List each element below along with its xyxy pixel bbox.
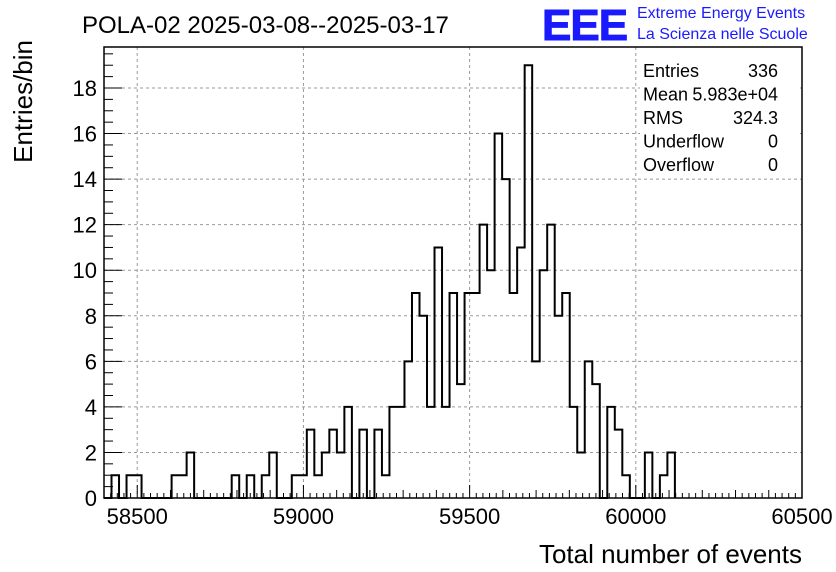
- stats-value: 5.983e+04: [692, 85, 778, 105]
- y-tick-label: 10: [73, 258, 97, 283]
- y-tick-label: 14: [73, 167, 97, 192]
- stats-value: 0: [768, 132, 778, 152]
- stats-label: Overflow: [643, 155, 715, 175]
- x-tick-label: 60500: [771, 504, 832, 529]
- histogram-outline: [104, 64, 676, 499]
- y-tick-label: 16: [73, 122, 97, 147]
- x-tick-label: 58500: [107, 504, 168, 529]
- x-tick-label: 59500: [439, 504, 500, 529]
- stats-value: 336: [748, 61, 778, 81]
- x-tick-label: 59000: [273, 504, 334, 529]
- stats-value: 324.3: [733, 108, 778, 128]
- stats-label: Mean: [643, 85, 688, 105]
- chart-title: POLA-02 2025-03-08--2025-03-17: [82, 12, 449, 39]
- stats-label: Entries: [643, 61, 699, 81]
- y-tick-label: 12: [73, 213, 97, 238]
- plot-frame: [103, 46, 803, 499]
- y-tick-label: 6: [85, 349, 97, 374]
- y-tick-label: 8: [85, 304, 97, 329]
- brand-line2: La Scienza nelle Scuole: [637, 26, 808, 43]
- stats-box: Entries 336 Mean 5.983e+04 RMS 324.3 Underflow…: [640, 50, 798, 175]
- x-tick-label: 60000: [605, 504, 666, 529]
- eee-logo: EEE: [542, 1, 627, 50]
- stats-label: RMS: [643, 108, 683, 128]
- axis-ticks: [103, 53, 803, 499]
- y-tick-label: 2: [85, 440, 97, 465]
- y-tick-labels: 0 2 4 6 8 10 12 14 16 18: [73, 76, 97, 511]
- y-tick-label: 4: [85, 395, 97, 420]
- stats-label: Underflow: [643, 132, 725, 152]
- stats-box-bg: [640, 50, 798, 175]
- x-tick-labels: 58500 59000 59500 60000 60500: [107, 504, 833, 529]
- stats-value: 0: [768, 155, 778, 175]
- grid-lines: [104, 47, 803, 498]
- y-tick-label: 18: [73, 76, 97, 101]
- y-tick-label: 0: [85, 486, 97, 511]
- brand-line1: Extreme Energy Events: [637, 5, 805, 22]
- y-axis-label: Entries/bin: [8, 40, 38, 163]
- x-axis-label: Total number of events: [539, 539, 802, 569]
